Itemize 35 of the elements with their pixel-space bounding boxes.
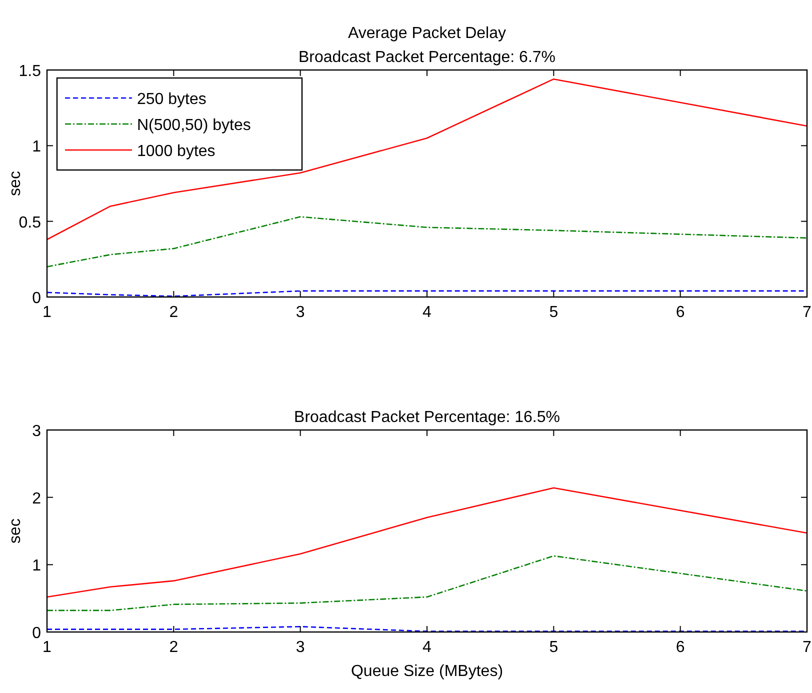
y-tick-label: 0: [32, 290, 42, 307]
line-series: [47, 487, 807, 598]
line-series: [47, 555, 807, 612]
x-tick-label: 6: [676, 639, 685, 656]
y-tick-label: 1: [32, 138, 42, 156]
y-tick-label: 1: [32, 558, 42, 575]
y-tick-label: 1.5: [18, 63, 42, 80]
chart-title: Broadcast Packet Percentage: 16.5%: [294, 409, 560, 426]
x-tick-label: 3: [296, 639, 305, 656]
x-axis-title: Queue Size (MBytes): [350, 663, 504, 680]
x-tick-label: 5: [549, 304, 558, 321]
y-tick-label: 2: [32, 490, 42, 508]
x-tick-label: 1: [42, 639, 52, 656]
y-axis-title: sec: [7, 171, 24, 196]
y-axis-title: sec: [7, 518, 24, 544]
x-tick-label: 7: [802, 639, 812, 656]
line-series: [47, 78, 807, 240]
x-tick-label: 4: [422, 304, 432, 321]
x-tick-label: 2: [169, 304, 178, 321]
x-tick-label: 3: [296, 304, 305, 321]
y-tick-label: 0.5: [18, 214, 42, 232]
x-tick-label: 6: [676, 304, 685, 321]
x-tick-label: 7: [802, 304, 812, 321]
x-tick-label: 4: [422, 639, 432, 656]
x-tick-label: 1: [42, 304, 52, 321]
legend-label: 1000 bytes: [137, 143, 216, 160]
legend-label: N(500,50) bytes: [137, 117, 251, 134]
chart-subtitle: Broadcast Packet Percentage: 6.7%: [298, 49, 556, 66]
x-tick-label: 5: [549, 639, 558, 656]
y-tick-label: 3: [32, 423, 42, 440]
chart-title: Average Packet Delay: [348, 25, 506, 42]
y-tick-label: 0: [32, 625, 42, 642]
legend-label: 250 bytes: [137, 91, 206, 108]
x-tick-label: 2: [169, 639, 178, 656]
line-series: [47, 216, 807, 268]
